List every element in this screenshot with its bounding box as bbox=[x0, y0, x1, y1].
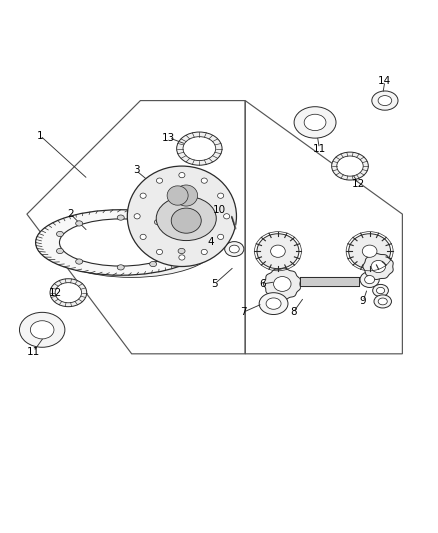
Ellipse shape bbox=[183, 136, 215, 160]
Ellipse shape bbox=[154, 220, 161, 225]
Ellipse shape bbox=[156, 249, 162, 255]
Ellipse shape bbox=[201, 178, 207, 183]
Ellipse shape bbox=[378, 95, 392, 106]
Ellipse shape bbox=[179, 255, 185, 260]
Ellipse shape bbox=[50, 279, 87, 306]
Ellipse shape bbox=[46, 212, 217, 277]
Ellipse shape bbox=[304, 114, 326, 131]
Ellipse shape bbox=[371, 261, 385, 272]
Text: 9: 9 bbox=[360, 296, 367, 306]
Ellipse shape bbox=[178, 231, 185, 237]
Text: 11: 11 bbox=[27, 346, 40, 357]
Ellipse shape bbox=[225, 241, 244, 256]
Ellipse shape bbox=[30, 321, 54, 339]
Ellipse shape bbox=[373, 285, 389, 297]
Text: 2: 2 bbox=[67, 209, 74, 219]
Text: 8: 8 bbox=[290, 308, 297, 317]
Ellipse shape bbox=[60, 219, 182, 266]
Ellipse shape bbox=[55, 282, 81, 303]
Ellipse shape bbox=[259, 293, 288, 314]
Ellipse shape bbox=[117, 265, 124, 270]
Ellipse shape bbox=[266, 298, 281, 309]
Ellipse shape bbox=[218, 235, 224, 239]
Ellipse shape bbox=[19, 312, 65, 348]
Ellipse shape bbox=[223, 214, 230, 219]
Ellipse shape bbox=[332, 152, 368, 180]
Text: 5: 5 bbox=[211, 279, 218, 289]
Ellipse shape bbox=[201, 249, 207, 255]
Ellipse shape bbox=[178, 248, 185, 254]
Ellipse shape bbox=[365, 276, 374, 284]
Text: 4: 4 bbox=[207, 238, 214, 247]
Ellipse shape bbox=[360, 272, 379, 287]
Ellipse shape bbox=[271, 245, 285, 257]
Ellipse shape bbox=[337, 156, 363, 176]
Ellipse shape bbox=[175, 185, 198, 206]
Ellipse shape bbox=[376, 287, 385, 294]
Ellipse shape bbox=[140, 235, 146, 239]
Ellipse shape bbox=[171, 208, 201, 233]
Ellipse shape bbox=[156, 178, 162, 183]
Ellipse shape bbox=[35, 210, 206, 275]
Text: 10: 10 bbox=[212, 205, 226, 215]
Ellipse shape bbox=[127, 166, 237, 266]
Text: 6: 6 bbox=[259, 279, 266, 289]
Text: 12: 12 bbox=[352, 179, 365, 189]
Ellipse shape bbox=[374, 295, 392, 308]
Ellipse shape bbox=[76, 221, 83, 226]
Polygon shape bbox=[264, 268, 300, 300]
Ellipse shape bbox=[156, 196, 216, 240]
Text: 11: 11 bbox=[313, 143, 326, 154]
Text: 7: 7 bbox=[240, 308, 246, 317]
Polygon shape bbox=[363, 254, 393, 279]
Ellipse shape bbox=[76, 259, 83, 264]
Ellipse shape bbox=[218, 193, 224, 198]
Ellipse shape bbox=[177, 132, 222, 165]
Ellipse shape bbox=[349, 234, 391, 269]
Ellipse shape bbox=[179, 173, 185, 177]
Ellipse shape bbox=[117, 215, 124, 220]
Ellipse shape bbox=[294, 107, 336, 138]
Ellipse shape bbox=[134, 214, 140, 219]
Text: 12: 12 bbox=[49, 288, 62, 298]
Ellipse shape bbox=[229, 245, 239, 253]
Text: 13: 13 bbox=[162, 133, 175, 143]
Ellipse shape bbox=[140, 193, 146, 198]
Ellipse shape bbox=[57, 231, 64, 237]
Ellipse shape bbox=[378, 298, 387, 305]
Ellipse shape bbox=[372, 91, 398, 110]
Ellipse shape bbox=[150, 261, 157, 266]
Text: 1: 1 bbox=[37, 131, 43, 141]
Ellipse shape bbox=[274, 277, 291, 292]
Ellipse shape bbox=[257, 234, 299, 269]
Ellipse shape bbox=[57, 248, 64, 254]
Ellipse shape bbox=[167, 186, 188, 205]
Text: 14: 14 bbox=[378, 76, 392, 86]
Ellipse shape bbox=[362, 245, 377, 257]
Text: 3: 3 bbox=[133, 165, 139, 175]
